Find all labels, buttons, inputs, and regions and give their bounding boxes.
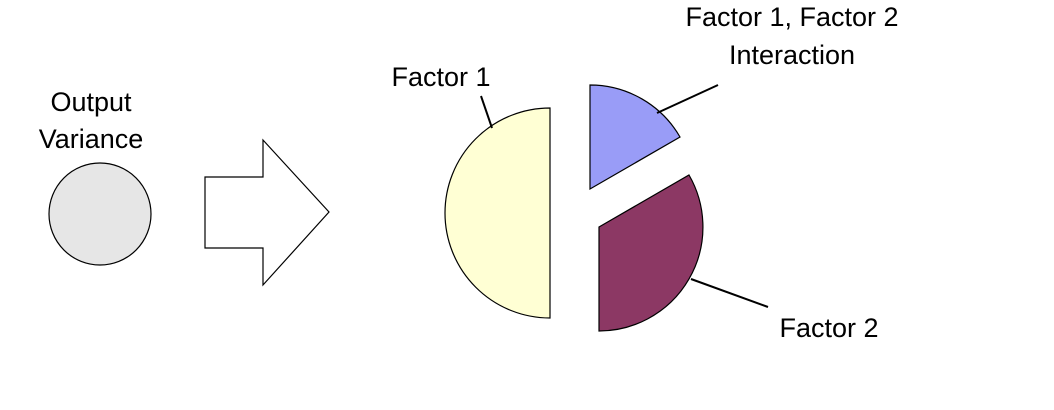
factor-2-label: Factor 2	[779, 313, 878, 343]
output-variance-label-line1: Output	[50, 87, 132, 117]
pie-slice-factor-1	[444, 107, 551, 319]
pie-slice-interaction	[589, 84, 681, 191]
leader-line-interaction	[656, 84, 719, 114]
interaction-label-line1: Factor 1, Factor 2	[685, 2, 898, 32]
leader-line-factor-2	[690, 278, 769, 308]
block-arrow-right	[204, 138, 330, 287]
pie-slice-factor-2	[598, 174, 704, 332]
interaction-label-line2: Interaction	[729, 40, 855, 70]
factor-1-label: Factor 1	[391, 62, 490, 92]
output-variance-circle	[48, 162, 152, 266]
leader-line-factor-1	[480, 95, 493, 129]
output-variance-label-line2: Variance	[39, 124, 144, 154]
